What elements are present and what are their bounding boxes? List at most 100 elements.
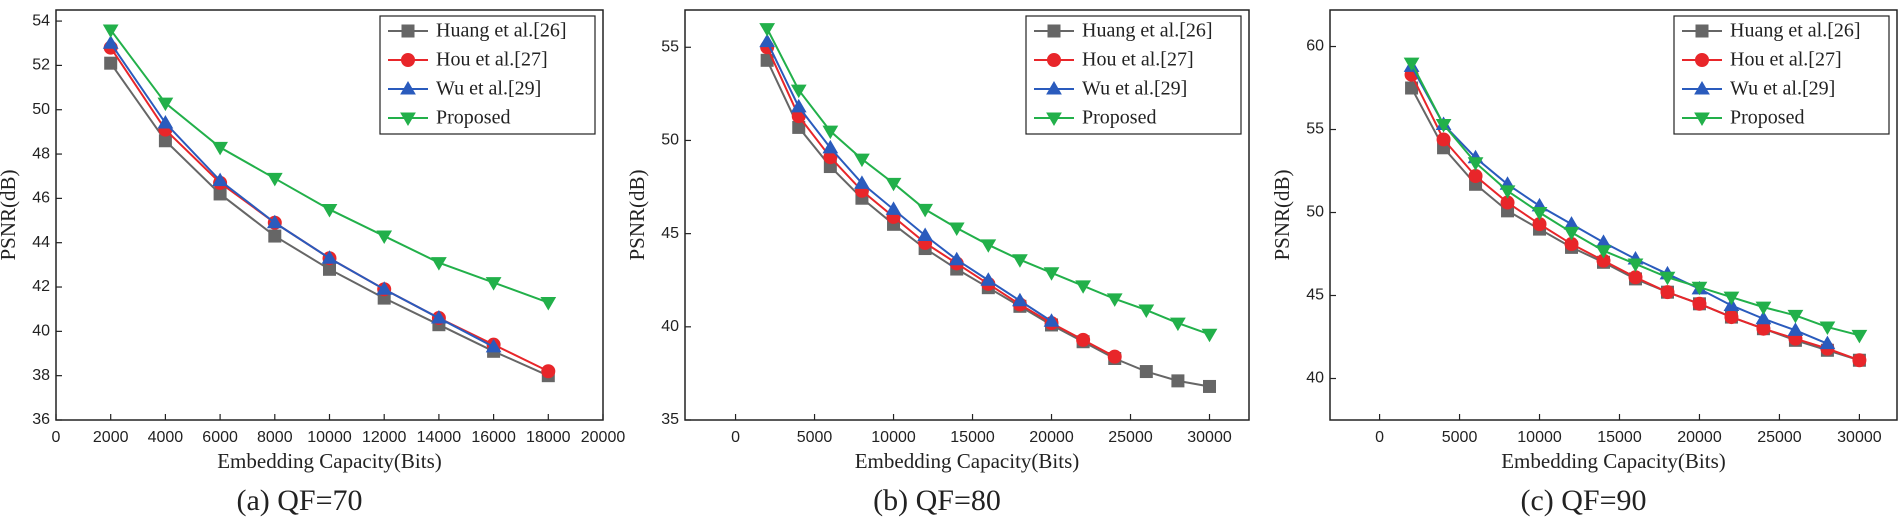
marker [980, 239, 997, 253]
marker [1627, 258, 1644, 272]
marker [854, 175, 870, 189]
plot-frame [55, 9, 604, 421]
marker [321, 250, 338, 264]
y-tick-label: 55 [661, 38, 679, 55]
marker [1755, 310, 1772, 325]
series-line [766, 41, 1053, 323]
marker [1467, 157, 1484, 171]
marker [1170, 317, 1186, 332]
x-tick-label: 30000 [1837, 429, 1882, 446]
legend-marker [1046, 112, 1062, 126]
y-tick-label: 46 [32, 190, 50, 207]
legend-label: Proposed [1730, 107, 1804, 129]
x-tick-label: 10000 [871, 429, 916, 446]
x-tick-label: 10000 [1517, 429, 1562, 446]
legend-marker [1695, 53, 1709, 67]
x-tick-label: 15000 [1597, 429, 1642, 446]
marker [1436, 132, 1451, 147]
marker [157, 97, 174, 112]
x-tick-label: 15000 [950, 429, 995, 446]
legend-label: Hou et al.[27] [1730, 49, 1842, 71]
marker [1043, 313, 1060, 327]
y-tick-label: 55 [1306, 121, 1324, 138]
caption: (c) QF=90 [1520, 484, 1646, 517]
legend-marker [401, 24, 415, 38]
y-tick-label: 40 [32, 323, 50, 340]
x-tick-label: 20000 [1677, 429, 1722, 446]
legend-marker [1047, 53, 1061, 67]
x-tick-label: 0 [731, 429, 740, 446]
marker [540, 297, 557, 311]
x-tick-label: 6000 [202, 429, 238, 446]
y-tick-label: 54 [32, 12, 50, 29]
marker [104, 56, 118, 70]
marker [102, 35, 119, 49]
y-tick-label: 35 [661, 411, 679, 428]
chart: 0 2000 4000 6000 8000 10000 12000 14000 16000 180… [0, 9, 625, 517]
x-tick-label: 18000 [526, 429, 571, 446]
marker [1724, 310, 1739, 325]
marker [376, 230, 393, 245]
x-tick-label: 25000 [1108, 429, 1153, 446]
legend-box [1673, 15, 1890, 135]
marker [1628, 270, 1643, 285]
plot-frame [1329, 9, 1898, 421]
x-axis-label: Embedding Capacity(Bits) [1501, 449, 1726, 473]
x-tick-label: 0 [52, 429, 61, 446]
marker [485, 277, 502, 291]
marker [854, 153, 870, 168]
marker [1819, 321, 1836, 336]
marker [1171, 374, 1185, 388]
legend-label: Huang et al.[26] [1082, 20, 1213, 42]
legend-marker [400, 81, 416, 95]
marker [1403, 57, 1420, 72]
marker [917, 227, 934, 241]
y-tick-label: 50 [661, 132, 679, 149]
marker [1595, 245, 1612, 259]
y-tick-label: 36 [32, 411, 50, 428]
legend-label: Wu et al.[29] [1730, 78, 1835, 100]
marker [917, 203, 934, 218]
marker [790, 98, 807, 113]
legend-label: Wu et al.[29] [436, 78, 541, 100]
marker [212, 141, 228, 156]
x-tick-label: 0 [1375, 429, 1384, 446]
marker [1723, 291, 1740, 306]
marker [822, 125, 839, 140]
y-tick-label: 38 [32, 367, 50, 384]
x-tick-label: 5000 [1442, 429, 1478, 446]
marker [822, 139, 839, 154]
marker [1692, 296, 1707, 311]
legend-label: Proposed [436, 107, 510, 129]
marker [1012, 254, 1028, 268]
plot-frame [684, 9, 1250, 421]
marker [1851, 329, 1868, 344]
chart: 0 5000 10000 15000 20000 25000 30000 35 40 45 50 55… [625, 9, 1250, 517]
x-tick-label: 16000 [471, 429, 516, 446]
marker [1138, 304, 1155, 319]
x-tick-label: 30000 [1187, 429, 1232, 446]
series-line [109, 42, 495, 348]
marker [485, 338, 502, 353]
y-tick-label: 40 [1306, 370, 1324, 387]
y-tick-label: 50 [32, 101, 50, 118]
marker [1201, 328, 1218, 343]
legend-label: Proposed [1082, 107, 1156, 129]
marker [431, 257, 447, 271]
marker [1819, 335, 1836, 350]
legend-label: Hou et al.[27] [1082, 49, 1194, 71]
y-tick-label: 52 [32, 57, 50, 74]
marker [1499, 185, 1516, 199]
marker [1659, 271, 1676, 286]
marker [1660, 285, 1675, 300]
x-tick-label: 8000 [257, 429, 293, 446]
legend-marker [400, 112, 416, 126]
marker [1531, 207, 1548, 221]
caption: (a) QF=70 [236, 484, 362, 517]
marker [948, 251, 965, 266]
x-axis-label: Embedding Capacity(Bits) [855, 449, 1080, 473]
legend-label: Huang et al.[26] [1730, 20, 1861, 42]
x-tick-label: 5000 [797, 429, 833, 446]
y-tick-label: 60 [1306, 38, 1324, 55]
x-axis-label: Embedding Capacity(Bits) [217, 449, 442, 473]
